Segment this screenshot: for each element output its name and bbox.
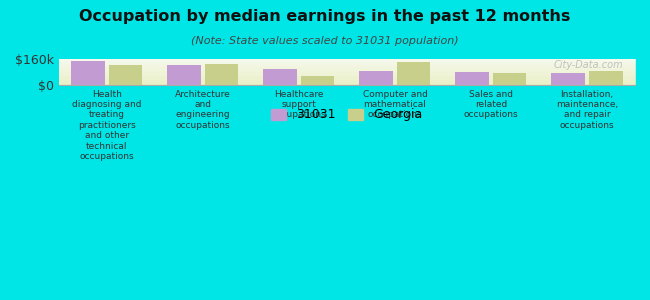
Bar bbox=[72, 61, 105, 85]
Bar bbox=[456, 72, 489, 85]
Bar bbox=[301, 76, 335, 85]
Bar bbox=[589, 71, 623, 85]
Bar bbox=[397, 62, 430, 85]
Text: (Note: State values scaled to 31031 population): (Note: State values scaled to 31031 popu… bbox=[191, 36, 459, 46]
Bar bbox=[263, 69, 297, 85]
Text: City-Data.com: City-Data.com bbox=[554, 59, 623, 70]
Bar bbox=[109, 65, 142, 85]
Bar bbox=[359, 71, 393, 85]
Text: Occupation by median earnings in the past 12 months: Occupation by median earnings in the pas… bbox=[79, 9, 571, 24]
Legend: 31031, Georgia: 31031, Georgia bbox=[271, 108, 422, 122]
Bar bbox=[493, 73, 526, 85]
Bar bbox=[167, 64, 201, 85]
Bar bbox=[205, 64, 239, 85]
Bar bbox=[551, 73, 585, 85]
